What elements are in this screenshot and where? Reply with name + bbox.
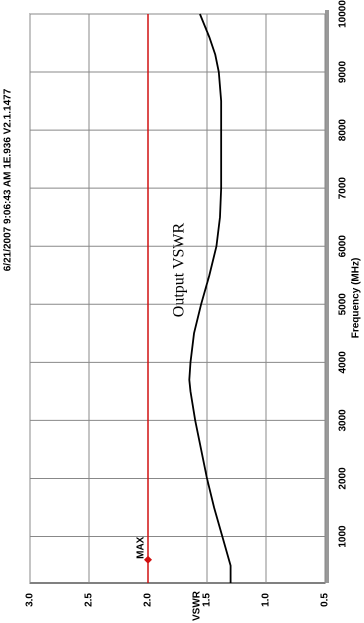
y-tick-label: 2.5 <box>84 593 95 607</box>
max-marker <box>144 555 152 564</box>
plot-shadow <box>325 10 329 583</box>
y-axis-label: VSWR <box>192 590 203 621</box>
x-tick-label: 6000 <box>338 235 349 258</box>
x-tick-label: 1000 <box>338 525 349 548</box>
x-tick-label: 9000 <box>338 61 349 84</box>
y-tick-label: 1.5 <box>202 593 213 607</box>
x-tick-label: 4000 <box>338 351 349 374</box>
data-line <box>188 13 232 583</box>
y-tick-label: 2.0 <box>143 593 154 607</box>
x-tick-label: 8000 <box>338 119 349 142</box>
x-tick-label: 10000 <box>338 0 349 28</box>
x-tick-label: 3000 <box>338 409 349 432</box>
x-tick-label: 5000 <box>338 293 349 316</box>
plot-area <box>29 13 326 584</box>
chart-title: Output VSWR <box>171 222 188 317</box>
y-tick-label: 1.0 <box>261 593 272 607</box>
x-tick-label: 2000 <box>338 467 349 490</box>
y-tick-label: 3.0 <box>25 593 36 607</box>
y-tick-label: 0.5 <box>320 593 331 607</box>
header-text: 6/21/2007 9:06:43 AM 1E.936 V2.1.1477 <box>3 88 14 271</box>
max-label: MAX <box>136 536 147 559</box>
x-tick-label: 7000 <box>338 177 349 200</box>
x-axis-label: Frequency (MHz) <box>351 258 362 339</box>
